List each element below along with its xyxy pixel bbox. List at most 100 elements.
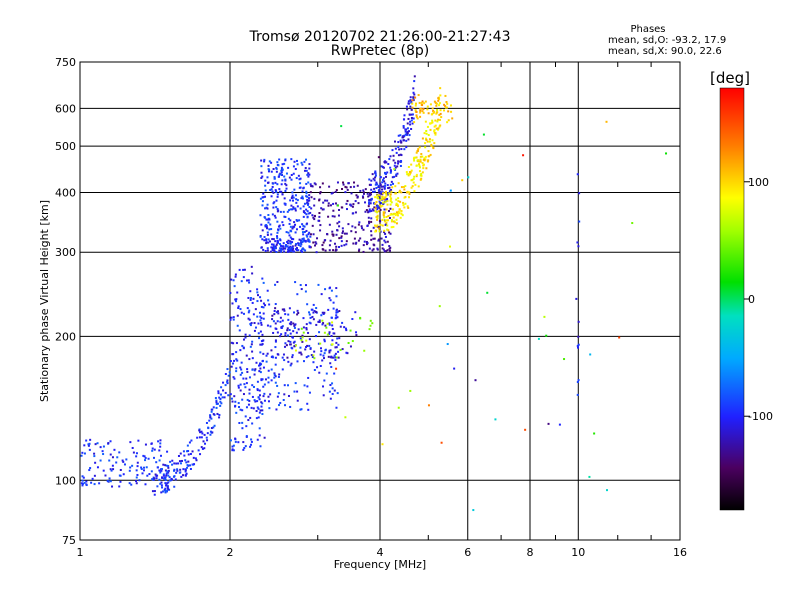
data-point <box>289 245 292 248</box>
data-point <box>382 185 385 188</box>
data-point <box>305 169 308 172</box>
data-point <box>317 283 320 286</box>
data-point <box>439 118 442 121</box>
data-point <box>346 352 349 355</box>
data-point <box>365 243 368 246</box>
data-point <box>302 331 305 334</box>
data-point <box>245 377 248 380</box>
data-point <box>338 225 341 228</box>
colorbar <box>719 87 745 511</box>
data-point <box>300 249 303 252</box>
y-tick-label: 75 <box>62 534 76 547</box>
data-point <box>434 132 437 135</box>
data-point <box>144 456 147 459</box>
data-point <box>376 214 379 217</box>
data-point <box>324 288 327 291</box>
data-point <box>123 463 126 466</box>
data-point <box>386 228 389 231</box>
data-point <box>368 194 371 197</box>
data-point <box>342 181 345 184</box>
data-point <box>254 308 257 311</box>
data-point <box>417 185 420 188</box>
data-point <box>439 124 442 127</box>
data-point <box>329 299 332 302</box>
data-point <box>338 237 341 240</box>
data-point <box>156 474 159 477</box>
data-point <box>577 346 580 349</box>
data-point <box>429 153 432 156</box>
data-point <box>229 291 232 294</box>
data-point <box>350 230 353 233</box>
data-point <box>261 200 264 203</box>
data-point <box>314 335 317 338</box>
data-point <box>420 101 423 104</box>
data-point <box>314 244 317 247</box>
data-point <box>274 375 277 378</box>
data-point <box>286 245 289 248</box>
data-point <box>419 109 422 112</box>
data-point <box>250 343 253 346</box>
data-point <box>241 398 244 401</box>
data-point <box>297 244 300 247</box>
data-point <box>332 301 335 304</box>
data-point <box>261 196 264 199</box>
data-point <box>412 181 415 184</box>
data-point <box>131 446 134 449</box>
data-point <box>371 208 374 211</box>
y-tick-label: 600 <box>55 102 76 115</box>
data-point <box>288 234 291 237</box>
data-point <box>256 315 259 318</box>
data-point <box>397 212 400 215</box>
data-point <box>229 318 232 321</box>
data-point <box>406 173 409 176</box>
data-point <box>494 418 497 421</box>
data-point <box>384 201 387 204</box>
data-point <box>274 339 277 342</box>
data-point <box>345 243 348 246</box>
data-point <box>397 406 400 409</box>
data-point <box>445 100 448 103</box>
data-point <box>301 228 304 231</box>
data-point <box>150 442 153 445</box>
data-point <box>383 180 386 183</box>
cluster-E-rise <box>151 368 231 496</box>
data-point <box>314 241 317 244</box>
data-point <box>407 138 410 141</box>
data-point <box>290 237 293 240</box>
data-point <box>160 491 163 494</box>
data-point <box>372 190 375 193</box>
data-point <box>275 166 278 169</box>
data-point <box>413 190 416 193</box>
data-point <box>389 193 392 196</box>
data-point <box>304 249 307 252</box>
data-point <box>222 389 225 392</box>
data-point <box>251 301 254 304</box>
data-point <box>266 207 269 210</box>
data-point <box>287 248 290 251</box>
data-point <box>361 195 364 198</box>
data-point <box>281 319 284 322</box>
data-point <box>284 178 287 181</box>
data-point <box>341 321 344 324</box>
data-point <box>259 319 262 322</box>
data-point <box>111 456 114 459</box>
data-point <box>387 209 390 212</box>
data-point <box>537 337 540 340</box>
data-point <box>259 197 262 200</box>
data-point <box>281 325 284 328</box>
data-point <box>81 451 84 454</box>
data-point <box>355 241 358 244</box>
cluster-F1-spread <box>249 280 339 412</box>
data-point <box>433 130 436 133</box>
data-point <box>383 231 386 234</box>
data-point <box>405 146 408 149</box>
data-point <box>306 216 309 219</box>
data-point <box>153 456 156 459</box>
data-point <box>329 397 332 400</box>
data-point <box>427 134 430 137</box>
data-point <box>368 328 371 331</box>
data-point <box>132 451 135 454</box>
data-point <box>577 335 580 338</box>
data-point <box>234 400 237 403</box>
data-point <box>160 481 163 484</box>
